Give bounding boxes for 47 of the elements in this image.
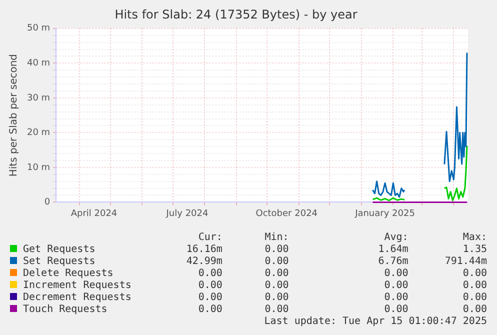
y-tick-label: 40 m: [26, 58, 50, 69]
text: 0.00: [264, 292, 289, 304]
text: Avg:: [383, 232, 408, 244]
text: 0.00: [264, 268, 289, 280]
text: 0.00: [383, 292, 408, 304]
y-tick-label: 20 m: [26, 128, 50, 138]
y-tick-label: 30 m: [26, 93, 50, 104]
y-tick-label: 10 m: [26, 162, 50, 173]
legend-label: Delete Requests: [22, 268, 114, 280]
legend-label: Decrement Requests: [22, 292, 132, 304]
text: 0.00: [462, 280, 487, 292]
text: 0.00: [383, 280, 408, 292]
text: 0.00: [197, 280, 222, 292]
text: Cur:: [197, 232, 222, 244]
legend-label: Set Requests: [22, 256, 96, 268]
y-tick-label: 0: [44, 198, 50, 208]
x-tick-label: July 2024: [165, 208, 208, 219]
text: 0.00: [462, 304, 487, 316]
text: 0.00: [383, 304, 408, 316]
text: 6.76m: [377, 256, 408, 268]
text: 1.35: [462, 244, 487, 256]
text: 0.00: [197, 292, 222, 304]
x-tick-label: April 2024: [70, 208, 118, 219]
text: 16.16m: [185, 244, 222, 256]
text: 0.00: [264, 256, 289, 268]
text: 1.64m: [377, 244, 408, 256]
x-tick-label: October 2024: [256, 208, 318, 219]
text: 0.00: [462, 292, 487, 304]
text: 0.00: [264, 280, 289, 292]
x-tick-label: January 2025: [354, 208, 415, 219]
y-axis-title: Hits per Slab per second: [8, 54, 20, 177]
text: 0.00: [197, 304, 222, 316]
y-tick-label: 50 m: [26, 24, 50, 34]
text: Max:: [462, 232, 487, 244]
text: 0.00: [264, 244, 289, 256]
text: 0.00: [462, 268, 487, 280]
text: Last update: Tue Apr 15 01:00:47 2025: [263, 316, 487, 328]
text: 791.44m: [444, 256, 487, 268]
legend-label: Touch Requests: [22, 304, 108, 316]
chart-title: Hits for Slab: 24 (17352 Bytes) - by year: [114, 7, 358, 22]
text: 0.00: [197, 268, 222, 280]
text: 42.99m: [185, 256, 222, 268]
legend-label: Get Requests: [22, 244, 96, 256]
text: Min:: [264, 232, 289, 244]
text: 0.00: [264, 304, 289, 316]
text: 0.00: [383, 268, 408, 280]
legend-label: Increment Requests: [22, 280, 132, 292]
